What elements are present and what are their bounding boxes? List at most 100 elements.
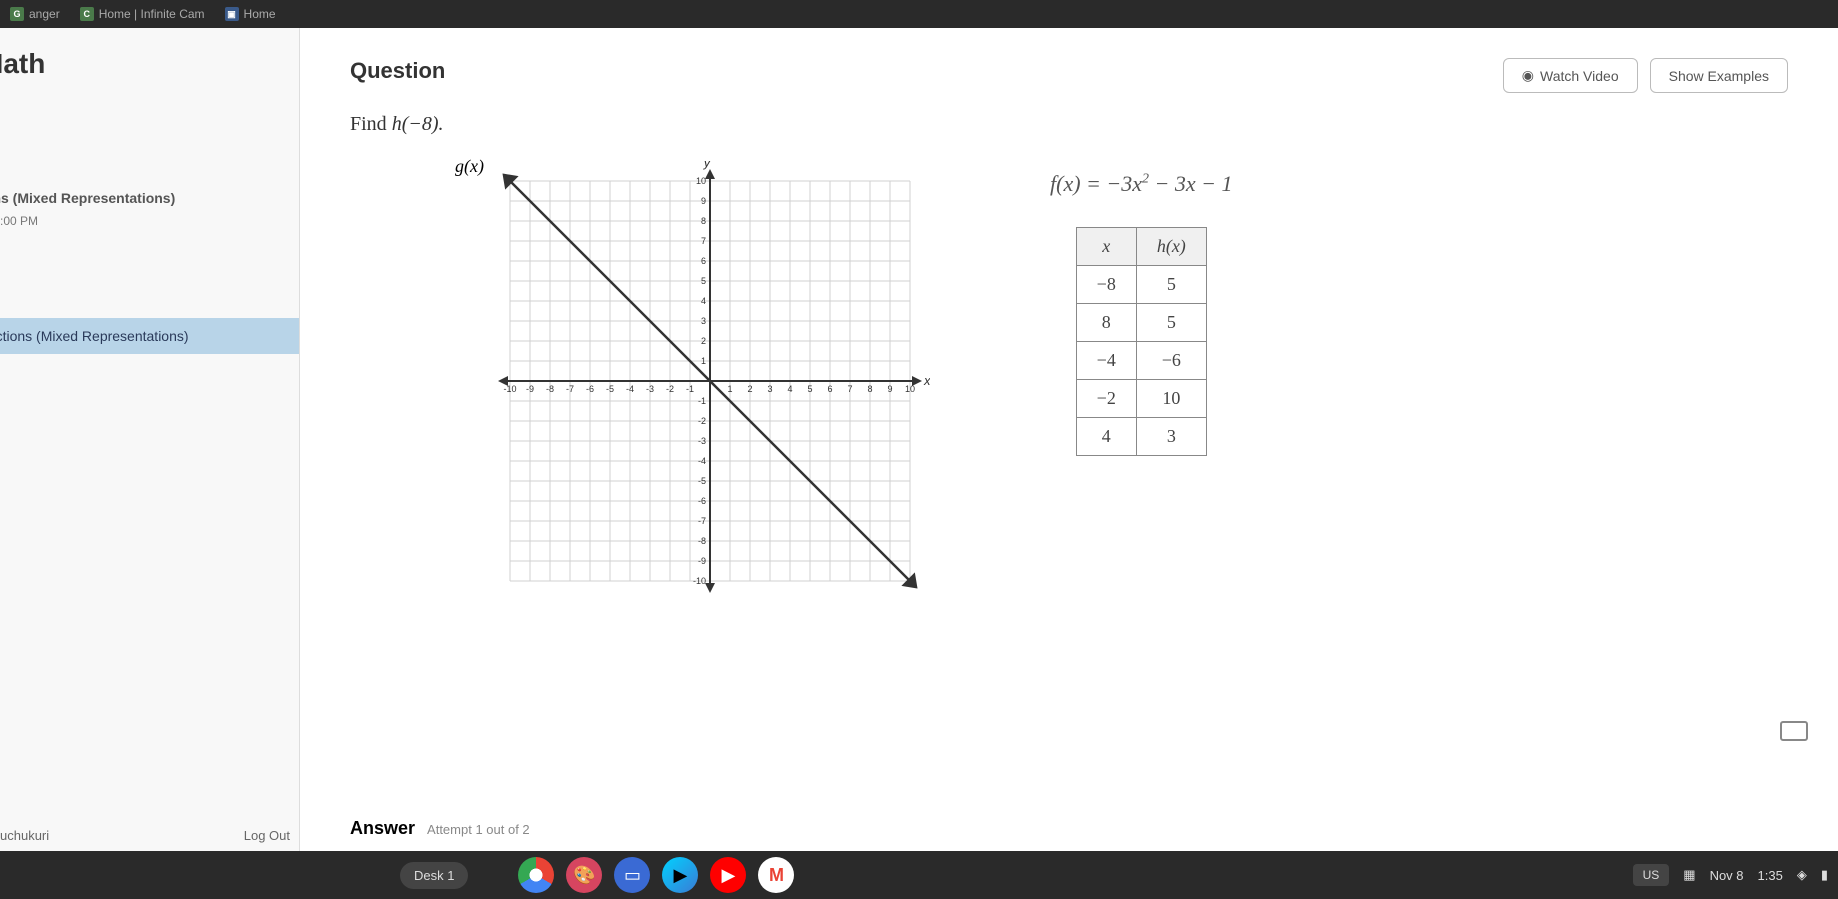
- browser-tab-strip: G anger C Home | Infinite Cam ▣ Home: [0, 0, 1838, 28]
- watch-video-label: Watch Video: [1540, 68, 1619, 84]
- svg-text:-1: -1: [686, 384, 694, 394]
- lang-indicator[interactable]: US: [1633, 864, 1670, 886]
- tab-favicon: G: [10, 7, 24, 21]
- svg-text:-9: -9: [526, 384, 534, 394]
- sidebar-item-current[interactable]: unctions (Mixed Representations): [0, 318, 299, 354]
- svg-text:6: 6: [701, 256, 706, 266]
- graph-function-label: g(x): [455, 156, 484, 177]
- app-icon-1[interactable]: 🎨: [566, 857, 602, 893]
- tray-date[interactable]: Nov 8: [1710, 868, 1744, 883]
- table-cell: −4: [1076, 342, 1136, 380]
- keyboard-icon[interactable]: [1780, 721, 1808, 741]
- h-table-col-hx: h(x): [1136, 228, 1206, 266]
- sidebar-footer: uchukuri Log Out: [0, 818, 300, 853]
- svg-text:-4: -4: [698, 456, 706, 466]
- svg-text:3: 3: [767, 384, 772, 394]
- tab-label: anger: [29, 7, 60, 21]
- table-cell: 10: [1136, 380, 1206, 418]
- svg-text:-10: -10: [503, 384, 516, 394]
- battery-icon[interactable]: ▮: [1821, 867, 1828, 883]
- table-cell: 5: [1136, 266, 1206, 304]
- attempt-counter: Attempt 1 out of 2: [427, 822, 530, 837]
- table-cell: 8: [1076, 304, 1136, 342]
- sidebar-due-time: at 3:00 PM: [0, 214, 299, 228]
- svg-text:4: 4: [787, 384, 792, 394]
- svg-text:9: 9: [701, 196, 706, 206]
- browser-tab[interactable]: ▣ Home: [225, 7, 276, 21]
- svg-text:5: 5: [807, 384, 812, 394]
- svg-text:8: 8: [867, 384, 872, 394]
- h-table: x h(x) −8585−4−6−21043: [1076, 227, 1207, 456]
- watch-video-button[interactable]: ◉ Watch Video: [1503, 58, 1638, 93]
- svg-text:-2: -2: [698, 416, 706, 426]
- table-row: −210: [1076, 380, 1206, 418]
- svg-text:-8: -8: [546, 384, 554, 394]
- right-panel: f(x) = −3x2 − 3x − 1 x h(x) −8585−4−6−21…: [1050, 161, 1233, 456]
- table-cell: −8: [1076, 266, 1136, 304]
- sidebar-item-assignment[interactable]: ions (Mixed Representations): [0, 182, 299, 214]
- table-cell: −2: [1076, 380, 1136, 418]
- svg-text:4: 4: [701, 296, 706, 306]
- svg-text:10: 10: [905, 384, 915, 394]
- svg-text:-4: -4: [626, 384, 634, 394]
- svg-text:-3: -3: [698, 436, 706, 446]
- svg-text:3: 3: [701, 316, 706, 326]
- tab-label: Home: [244, 7, 276, 21]
- wifi-icon[interactable]: ◈: [1797, 867, 1807, 883]
- username: uchukuri: [0, 828, 49, 843]
- tab-label: Home | Infinite Cam: [99, 7, 205, 21]
- svg-text:7: 7: [847, 384, 852, 394]
- play-store-icon[interactable]: ▶: [662, 857, 698, 893]
- svg-text:-3: -3: [646, 384, 654, 394]
- table-row: −4−6: [1076, 342, 1206, 380]
- svg-text:1: 1: [701, 356, 706, 366]
- svg-text:-5: -5: [698, 476, 706, 486]
- logout-link[interactable]: Log Out: [244, 828, 290, 843]
- desk-switcher[interactable]: Desk 1: [400, 862, 468, 889]
- show-examples-button[interactable]: Show Examples: [1650, 58, 1788, 93]
- sidebar-item-me[interactable]: me: [0, 130, 299, 162]
- gmail-icon[interactable]: M: [758, 857, 794, 893]
- svg-text:-6: -6: [698, 496, 706, 506]
- answer-label: Answer: [350, 818, 415, 839]
- svg-text:-8: -8: [698, 536, 706, 546]
- answer-section: Answer Attempt 1 out of 2: [350, 818, 530, 839]
- svg-text:8: 8: [701, 216, 706, 226]
- tab-favicon: ▣: [225, 7, 239, 21]
- question-prompt: Find h(−8).: [350, 113, 1788, 136]
- graph-container: g(x) xy -10-10-9-9-8-8-7-7-6-6-5-5-4-4-3…: [490, 161, 930, 606]
- table-cell: −6: [1136, 342, 1206, 380]
- content-area: Question ◉ Watch Video Show Examples Fin…: [300, 28, 1838, 851]
- browser-tab[interactable]: C Home | Infinite Cam: [80, 7, 205, 21]
- tab-favicon: C: [80, 7, 94, 21]
- show-examples-label: Show Examples: [1669, 68, 1769, 84]
- h-table-col-x: x: [1076, 228, 1136, 266]
- tray-time[interactable]: 1:35: [1758, 868, 1783, 883]
- table-cell: 5: [1136, 304, 1206, 342]
- table-row: −85: [1076, 266, 1206, 304]
- svg-text:x: x: [923, 373, 930, 388]
- svg-text:6: 6: [827, 384, 832, 394]
- svg-text:-1: -1: [698, 396, 706, 406]
- youtube-icon[interactable]: ▶: [710, 857, 746, 893]
- question-heading: Question: [350, 58, 445, 84]
- browser-tab[interactable]: G anger: [10, 7, 60, 21]
- tray-notif-icon[interactable]: ▦: [1683, 867, 1695, 883]
- sidebar: Math me ions (Mixed Representations) at …: [0, 28, 300, 851]
- svg-text:y: y: [703, 161, 712, 170]
- svg-text:-9: -9: [698, 556, 706, 566]
- taskbar: Desk 1 🎨 ▭ ▶ ▶ M US ▦ Nov 8 1:35 ◈ ▮: [0, 851, 1838, 899]
- svg-text:-6: -6: [586, 384, 594, 394]
- app-icon-2[interactable]: ▭: [614, 857, 650, 893]
- svg-text:-7: -7: [698, 516, 706, 526]
- table-row: 85: [1076, 304, 1206, 342]
- svg-text:-10: -10: [693, 576, 706, 586]
- formula-fx: f(x) = −3x2 − 3x − 1: [1050, 171, 1233, 197]
- chrome-icon[interactable]: [518, 857, 554, 893]
- play-icon: ◉: [1522, 67, 1534, 84]
- svg-text:-2: -2: [666, 384, 674, 394]
- svg-text:-7: -7: [566, 384, 574, 394]
- svg-text:2: 2: [701, 336, 706, 346]
- sidebar-title: Math: [0, 48, 299, 110]
- table-cell: 4: [1076, 418, 1136, 456]
